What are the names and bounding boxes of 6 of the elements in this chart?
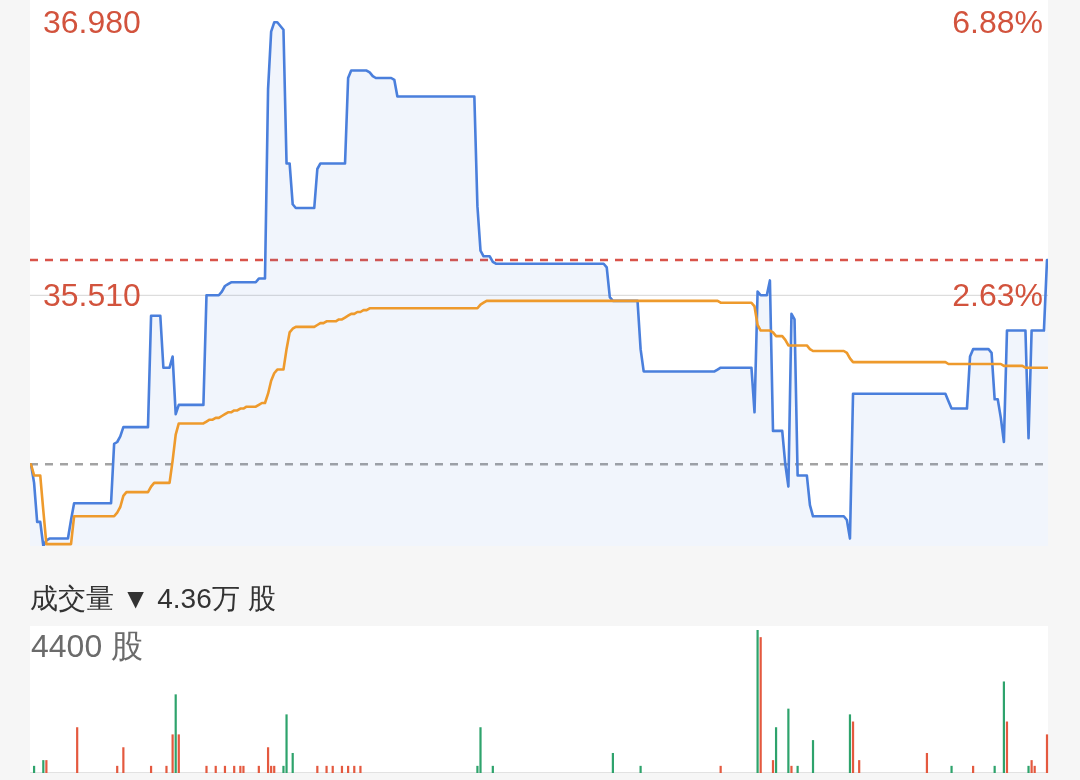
y-tick-label: 35.510 (43, 277, 141, 314)
annotation: 4400 股 (31, 628, 144, 664)
title: 成交量 ▼ 4.36万 股 (30, 582, 276, 614)
y2-tick-label: 2.63% (952, 277, 1043, 314)
y-tick-label: 36.980 (43, 4, 141, 41)
y2-tick-label: 6.88% (952, 4, 1043, 41)
